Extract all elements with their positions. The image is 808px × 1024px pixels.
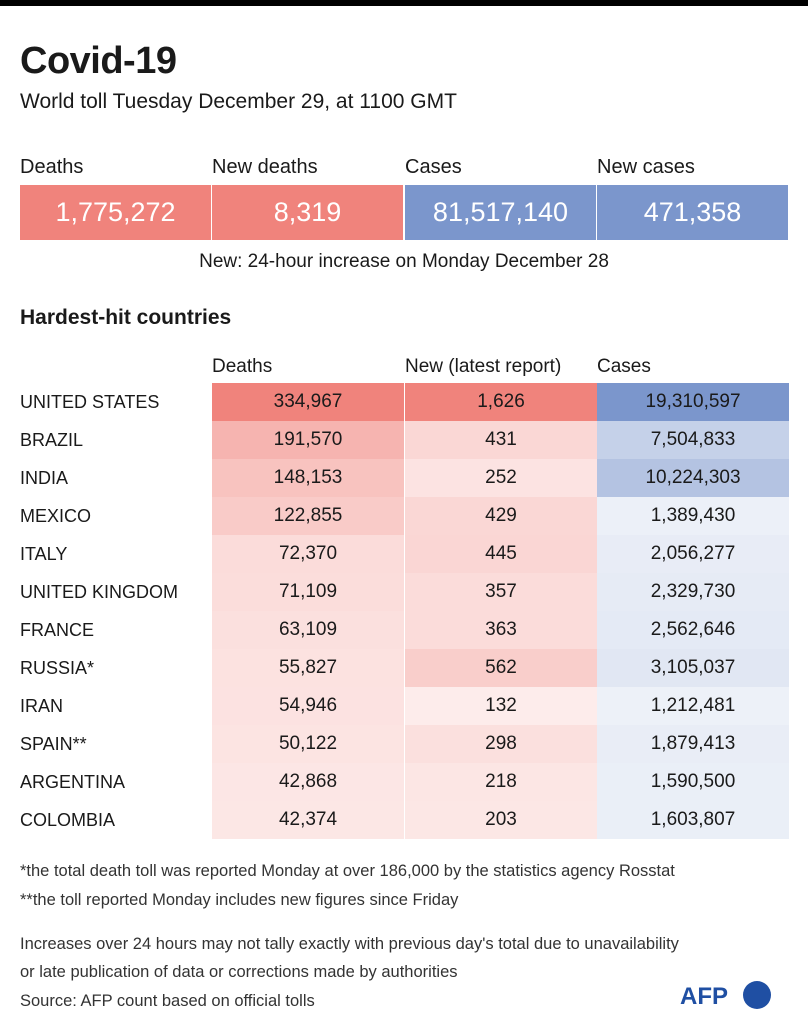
country-label: ARGENTINA — [20, 771, 126, 792]
summary-new-deaths-value: 8,319 — [212, 185, 403, 240]
summary-new-deaths-label: New deaths — [212, 156, 318, 178]
country-label: COLOMBIA — [20, 809, 116, 830]
cell-cases: 3,105,037 — [597, 649, 789, 687]
cell-cases: 19,310,597 — [597, 383, 789, 421]
cell-new: 218 — [405, 763, 597, 801]
cell-new: 1,626 — [405, 383, 597, 421]
summary-deaths-value: 1,775,272 — [20, 185, 211, 240]
summary-new-cases-value: 471,358 — [597, 185, 788, 240]
cell-new: 357 — [405, 573, 597, 611]
page-subtitle: World toll Tuesday December 29, at 1100 … — [20, 90, 457, 113]
cell-new: 431 — [405, 421, 597, 459]
country-label: ITALY — [20, 543, 68, 564]
footnote-tally-2: or late publication of data or correctio… — [20, 963, 458, 981]
cell-new: 132 — [405, 687, 597, 725]
cell-new: 429 — [405, 497, 597, 535]
cell-new: 445 — [405, 535, 597, 573]
country-label: MEXICO — [20, 505, 92, 526]
cell-deaths: 55,827 — [212, 649, 404, 687]
cell-deaths: 122,855 — [212, 497, 404, 535]
cell-deaths: 54,946 — [212, 687, 404, 725]
cell-cases: 1,212,481 — [597, 687, 789, 725]
cell-cases: 2,329,730 — [597, 573, 789, 611]
afp-logo: AFP — [680, 981, 771, 1010]
country-label: RUSSIA* — [20, 657, 95, 678]
cell-new: 252 — [405, 459, 597, 497]
cell-cases: 1,389,430 — [597, 497, 789, 535]
cell-cases: 1,590,500 — [597, 763, 789, 801]
cell-deaths: 334,967 — [212, 383, 404, 421]
cell-cases: 1,879,413 — [597, 725, 789, 763]
cell-cases: 2,056,277 — [597, 535, 789, 573]
summary-deaths-label: Deaths — [20, 156, 84, 178]
country-label: UNITED STATES — [20, 391, 160, 412]
cell-cases: 10,224,303 — [597, 459, 789, 497]
cell-deaths: 63,109 — [212, 611, 404, 649]
source-note: Source: AFP count based on official toll… — [20, 992, 315, 1010]
cell-deaths: 148,153 — [212, 459, 404, 497]
cell-deaths: 42,868 — [212, 763, 404, 801]
cell-new: 562 — [405, 649, 597, 687]
afp-logo-circle — [743, 981, 771, 1009]
summary-note: New: 24-hour increase on Monday December… — [199, 251, 609, 272]
cell-deaths: 42,374 — [212, 801, 404, 839]
column-header-deaths: Deaths — [212, 356, 273, 377]
country-label: BRAZIL — [20, 429, 84, 450]
cell-deaths: 72,370 — [212, 535, 404, 573]
cell-cases: 7,504,833 — [597, 421, 789, 459]
country-label: FRANCE — [20, 619, 95, 640]
top-bar — [0, 0, 808, 6]
cell-new: 203 — [405, 801, 597, 839]
column-header-cases: Cases — [597, 356, 651, 377]
country-label: SPAIN** — [20, 733, 87, 754]
cell-new: 298 — [405, 725, 597, 763]
summary-cases-value: 81,517,140 — [405, 185, 596, 240]
country-label: IRAN — [20, 695, 64, 716]
country-label: UNITED KINGDOM — [20, 581, 179, 602]
afp-logo-text: AFP — [680, 983, 728, 1010]
cell-deaths: 50,122 — [212, 725, 404, 763]
table-title: Hardest-hit countries — [20, 306, 232, 329]
cell-deaths: 71,109 — [212, 573, 404, 611]
footnote-russia: *the total death toll was reported Monda… — [20, 862, 675, 880]
cell-cases: 2,562,646 — [597, 611, 789, 649]
cell-cases: 1,603,807 — [597, 801, 789, 839]
summary-cases-label: Cases — [405, 156, 462, 178]
cell-deaths: 191,570 — [212, 421, 404, 459]
footnote-spain: **the toll reported Monday includes new … — [20, 891, 459, 909]
country-label: INDIA — [20, 467, 69, 488]
footnote-tally-1: Increases over 24 hours may not tally ex… — [20, 935, 679, 953]
column-header-new: New (latest report) — [405, 356, 562, 377]
summary-new-cases-label: New cases — [597, 156, 695, 178]
page-title: Covid-19 — [20, 40, 177, 82]
cell-new: 363 — [405, 611, 597, 649]
